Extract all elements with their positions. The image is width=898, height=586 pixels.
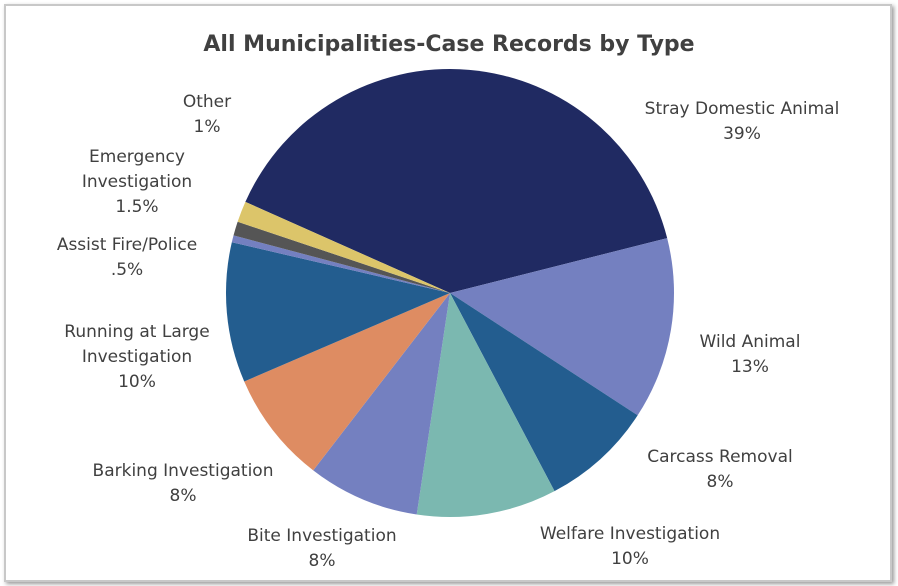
category-label: Welfare Investigation [539,524,721,544]
pie-slice [233,221,450,293]
value-label: 10% [611,549,649,569]
data-label: Bite Investigation 8% [212,524,432,574]
value-label: 13% [731,357,769,377]
pie-slice [226,242,450,382]
category-label: Wild Animal [699,332,801,352]
chart-title: All Municipalities-Case Records by Type [203,32,695,57]
category-label: Stray Domestic Animal [644,99,840,119]
pie-slice [313,293,450,515]
data-label: Emergency Investigation 1.5% [52,145,222,220]
value-label: 8% [169,486,197,506]
category-label: Assist Fire/Police [56,235,198,255]
data-label: Running at Large Investigation 10% [42,320,232,395]
category-label: Running at Large Investigation [64,322,210,367]
category-label: Barking Investigation [92,461,274,481]
value-label: 8% [308,551,336,571]
pie-slice [231,235,450,293]
pie-slice [237,201,450,293]
category-label: Emergency Investigation [81,147,193,192]
data-label: Barking Investigation 8% [53,459,313,509]
value-label: 1.5% [115,197,159,217]
data-label: Welfare Investigation 10% [500,522,760,572]
pie-slice [416,293,555,517]
data-label: Stray Domestic Animal 39% [612,97,872,147]
value-label: 39% [723,124,761,144]
value-label: 8% [706,472,734,492]
pie-slice [245,69,668,294]
pie-slice [244,293,450,471]
data-label: Assist Fire/Police .5% [27,233,227,283]
category-label: Carcass Removal [647,447,793,467]
pie-slice [450,238,674,416]
pie-slice [450,293,638,492]
value-label: .5% [110,260,144,280]
value-label: 1% [193,117,221,137]
data-label: Wild Animal 13% [650,330,850,380]
category-label: Other [182,92,232,112]
category-label: Bite Investigation [247,526,397,546]
data-label: Other 1% [147,90,267,140]
value-label: 10% [118,372,156,392]
data-label: Carcass Removal 8% [620,445,820,495]
